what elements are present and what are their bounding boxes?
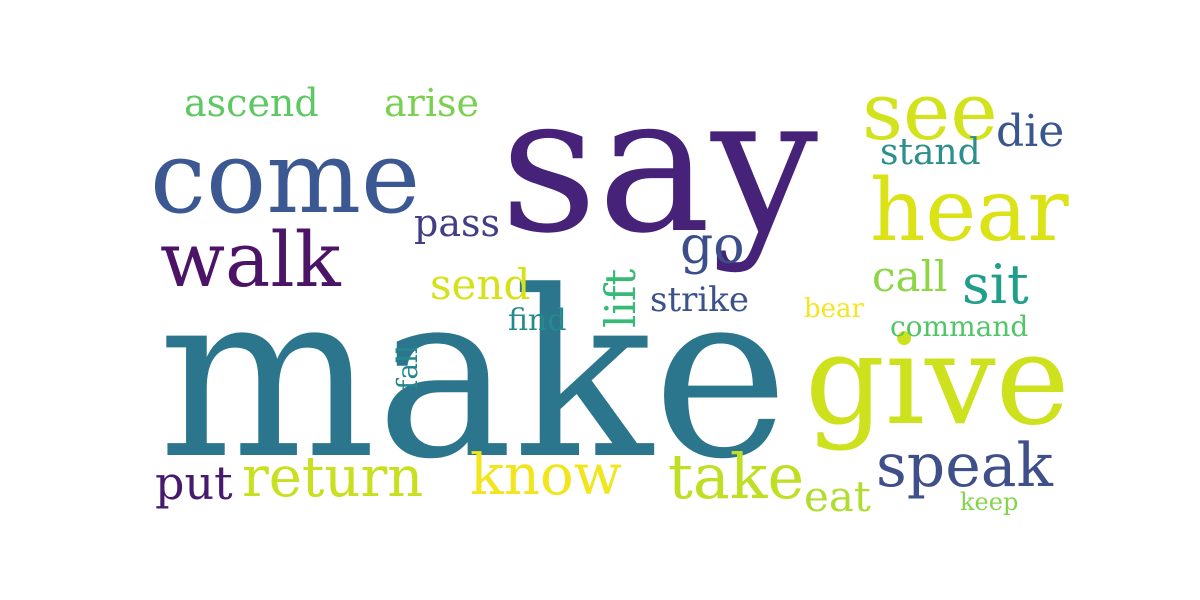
word-go: go	[680, 216, 745, 276]
word-arise: arise	[384, 81, 479, 125]
word-bear: bear	[804, 294, 864, 324]
word-make: make	[158, 243, 789, 510]
word-fall: fall	[391, 345, 424, 390]
word-give: give	[805, 308, 1070, 453]
word-say: say	[500, 54, 819, 275]
word-command: command	[890, 310, 1029, 343]
word-lift: lift	[596, 268, 645, 328]
word-ascend: ascend	[184, 81, 319, 125]
word-strike: strike	[650, 280, 749, 320]
word-return: return	[242, 445, 424, 510]
word-eat: eat	[804, 472, 871, 521]
word-hear: hear	[870, 161, 1069, 261]
word-call: call	[872, 252, 948, 301]
word-take: take	[668, 440, 805, 513]
word-speak: speak	[876, 431, 1053, 501]
word-die: die	[996, 106, 1065, 157]
word-come: come	[150, 119, 421, 236]
word-put: put	[155, 456, 233, 510]
word-keep: keep	[960, 488, 1019, 516]
word-see: see	[862, 65, 998, 158]
word-pass: pass	[414, 201, 500, 245]
word-send: send	[430, 260, 531, 309]
word-walk: walk	[160, 215, 341, 304]
word-stand: stand	[880, 132, 981, 173]
word-sit: sit	[962, 253, 1029, 316]
word-know: know	[470, 443, 622, 508]
word-find: find	[508, 303, 567, 338]
